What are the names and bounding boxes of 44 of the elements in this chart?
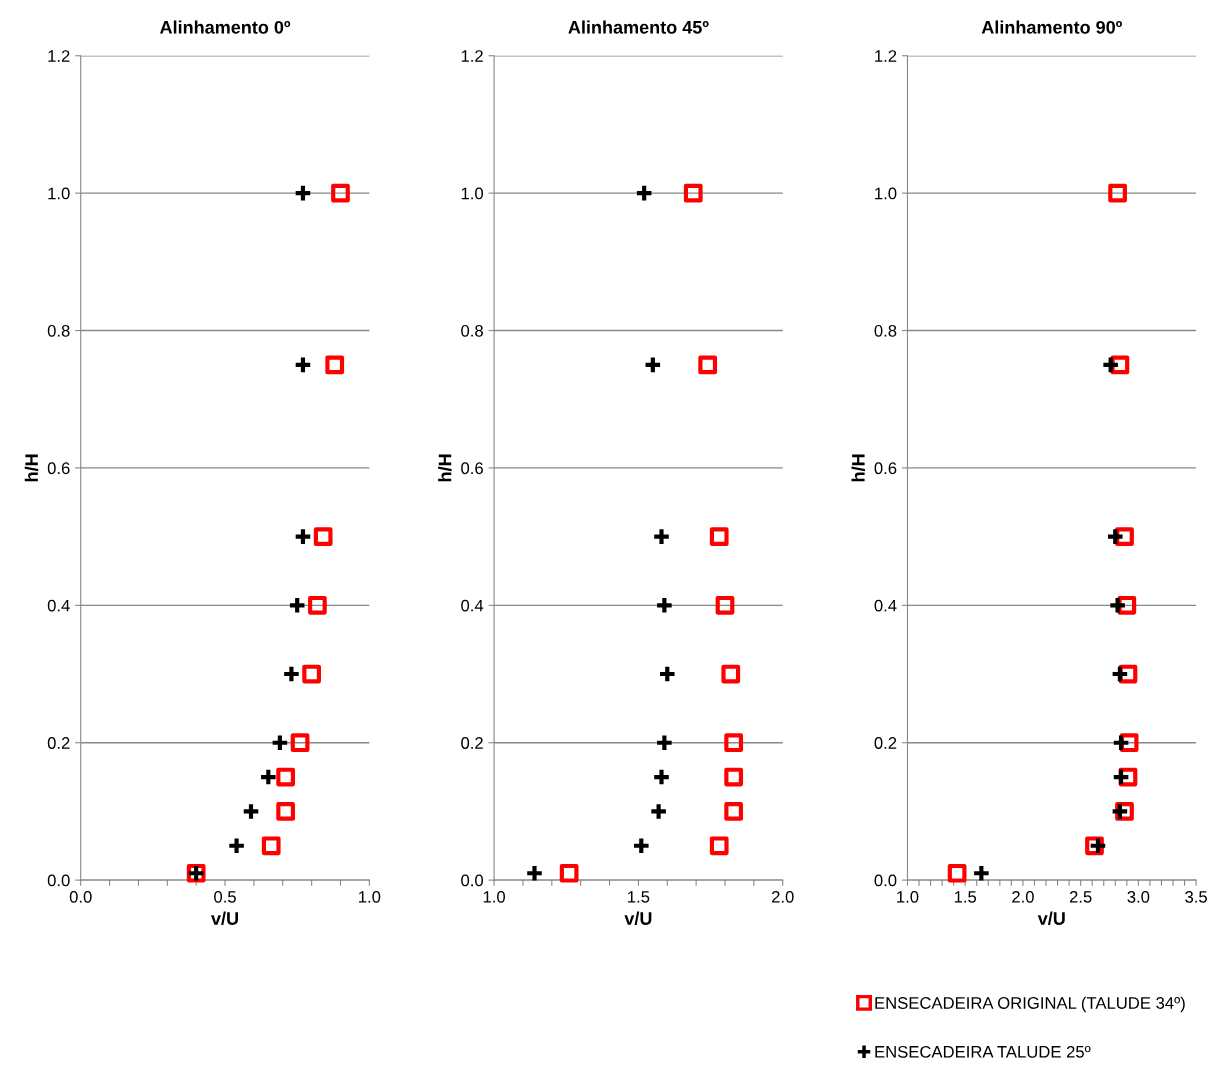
- x-axis-title: v/U: [211, 911, 238, 926]
- chart-title: Alinhamento 0º: [159, 20, 291, 34]
- y-tick-label: 0.0: [461, 874, 484, 887]
- y-tick-label: 0.8: [461, 324, 483, 337]
- y-tick-label: 0.2: [874, 737, 897, 749]
- x-axis-title: v/U: [624, 911, 652, 926]
- x-tick-label: 1.0: [359, 890, 381, 903]
- x-tick-label: 1.5: [954, 891, 977, 903]
- x-tick-label: 2.0: [771, 890, 794, 903]
- y-tick-label: 1.0: [875, 187, 897, 200]
- y-tick-label: 0.8: [47, 324, 70, 337]
- x-tick-label: 2.0: [1012, 890, 1034, 903]
- y-axis-title: h/H: [851, 454, 865, 482]
- chart-title: Alinhamento 45º: [568, 20, 709, 34]
- y-tick-label: 1.0: [48, 187, 70, 200]
- y-tick-label: 0.0: [47, 874, 70, 887]
- x-tick-label: 0.0: [69, 890, 92, 903]
- x-tick-label: 0.5: [214, 890, 236, 903]
- x-tick-label: 1.5: [628, 891, 650, 903]
- x-tick-label: 1.0: [483, 890, 506, 903]
- legend-label: ENSECADEIRA ORIGINAL (TALUDE 34º): [875, 996, 1185, 1013]
- legend-label: ENSECADEIRA TALUDE 25º: [875, 1045, 1091, 1058]
- y-tick-label: 0.6: [461, 462, 483, 475]
- y-tick-label: 0.4: [461, 599, 484, 612]
- y-tick-label: 1.2: [461, 50, 483, 62]
- x-tick-label: 2.5: [1069, 890, 1092, 903]
- y-tick-label: 0.4: [47, 599, 70, 612]
- y-tick-label: 1.2: [48, 50, 70, 62]
- y-tick-label: 0.2: [47, 737, 70, 749]
- chart-title: Alinhamento 90º: [981, 20, 1122, 34]
- y-tick-label: 0.6: [47, 462, 70, 475]
- y-axis-title: h/H: [438, 454, 452, 482]
- y-tick-label: 1.2: [875, 50, 897, 62]
- y-tick-label: 0.6: [874, 462, 897, 475]
- y-tick-label: 0.4: [874, 599, 897, 612]
- y-tick-label: 0.2: [461, 737, 483, 749]
- x-tick-label: 3.0: [1127, 890, 1150, 903]
- y-tick-label: 0.8: [874, 324, 897, 337]
- x-tick-label: 1.0: [897, 890, 919, 903]
- x-axis-title: v/U: [1037, 911, 1065, 926]
- y-tick-label: 1.0: [461, 187, 484, 200]
- x-tick-label: 3.5: [1185, 890, 1207, 903]
- y-axis-title: h/H: [24, 454, 39, 482]
- y-tick-label: 0.0: [874, 874, 897, 887]
